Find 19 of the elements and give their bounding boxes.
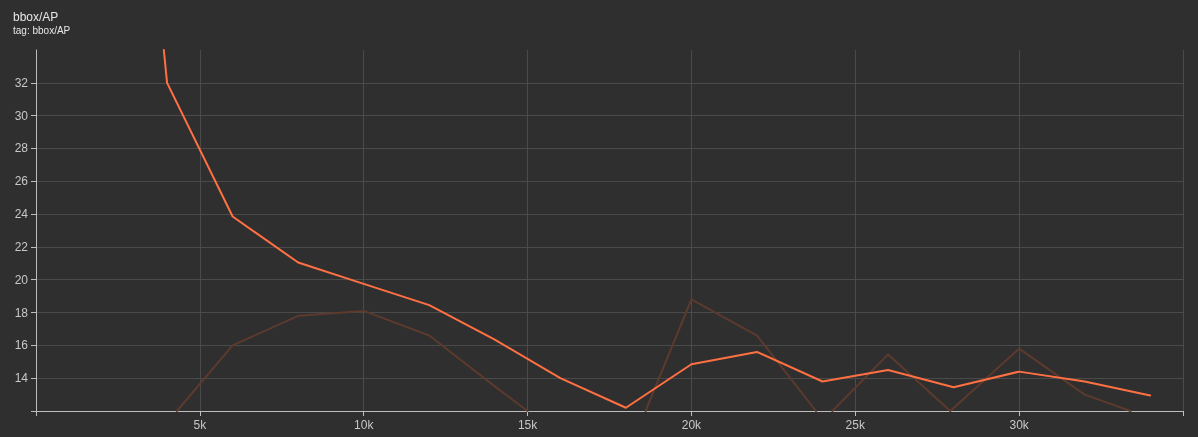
x-tick-label: 20k (681, 418, 703, 432)
line-series (162, 49, 1152, 409)
y-tick-label: 26 (14, 174, 29, 189)
y-tick-label: 32 (14, 75, 29, 90)
x-tick-label: 30k (1009, 418, 1030, 432)
y-tick-label: 24 (14, 207, 29, 222)
chart-title: bbox/AP (13, 10, 59, 24)
y-tick-label: 30 (14, 108, 29, 123)
x-tick-label: 10k (354, 418, 375, 432)
x-tick-label: 15k (517, 418, 539, 432)
y-tick-label: 14 (14, 371, 29, 386)
y-tick-label: 22 (14, 239, 29, 254)
y-tick-label: 28 (14, 141, 29, 156)
chart-subtitle: tag: bbox/AP (13, 24, 71, 36)
x-tick-label: 5k (193, 418, 208, 432)
y-tick-label: 16 (14, 338, 29, 353)
x-tick-label: 25k (845, 418, 866, 432)
y-tick-label: 18 (14, 305, 29, 320)
y-tick-label: 20 (14, 272, 29, 287)
